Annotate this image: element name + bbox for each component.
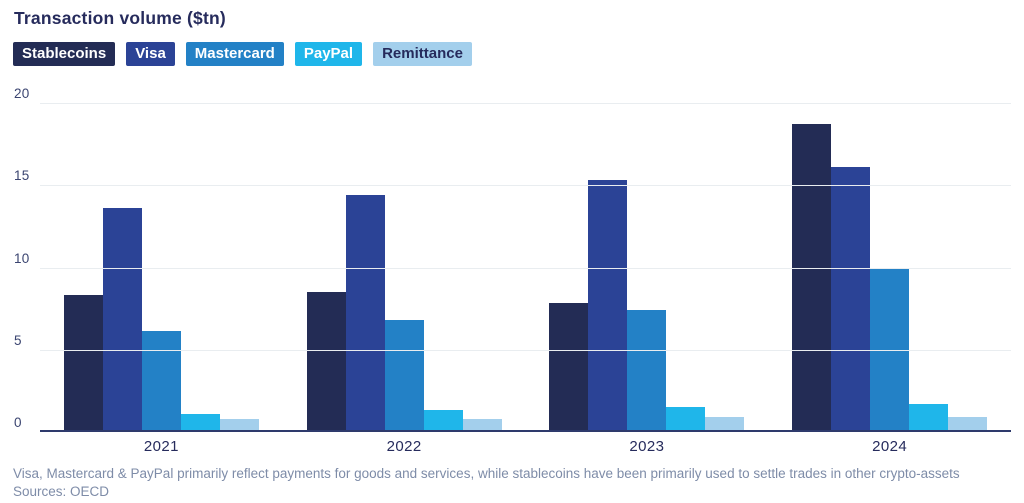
bar-visa-2024 [831, 166, 871, 430]
bar-remittance-2023 [705, 416, 745, 430]
bar-chart: 2021 2022 2023 2024 0 5 10 15 20 [0, 86, 1024, 455]
chart-legend: Stablecoins Visa Mastercard PayPal Remittanc… [13, 42, 1024, 66]
bar-visa-2023 [588, 179, 628, 430]
legend-item-mastercard[interactable]: Mastercard [185, 42, 284, 66]
bar-remittance-2021 [219, 418, 259, 430]
bar-paypal-2021 [180, 413, 220, 430]
y-axis-tick-20: 20 [14, 86, 30, 101]
x-axis-labels: 2021 2022 2023 2024 [40, 438, 1011, 455]
bar-mastercard-2022 [384, 319, 424, 430]
y-axis-tick-10: 10 [14, 250, 30, 266]
bar-paypal-2024 [909, 403, 949, 430]
x-axis-label-2021: 2021 [143, 438, 179, 455]
bar-mastercard-2024 [870, 268, 910, 430]
chart-title: Transaction volume ($tn) [14, 8, 226, 28]
bar-stablecoins-2024 [792, 124, 832, 430]
x-axis-label-2023: 2023 [629, 438, 665, 455]
bar-visa-2021 [102, 207, 142, 430]
bar-paypal-2023 [666, 406, 706, 430]
bar-remittance-2022 [462, 418, 502, 430]
bar-group-2021 [40, 103, 283, 430]
plot-area [40, 103, 1011, 432]
chart-footnote: Visa, Mastercard & PayPal primarily refl… [13, 466, 960, 481]
gridline-15 [40, 185, 1011, 187]
bar-visa-2022 [345, 194, 385, 430]
legend-item-visa[interactable]: Visa [126, 42, 175, 66]
y-axis-tick-15: 15 [14, 168, 30, 184]
legend-item-stablecoins[interactable]: Stablecoins [13, 42, 116, 66]
gridline-20 [40, 103, 1011, 104]
bar-stablecoins-2023 [549, 303, 589, 430]
chart-sources: Sources: OECD [13, 484, 110, 499]
gridline-10 [40, 267, 1011, 269]
legend-item-remittance[interactable]: Remittance [373, 42, 472, 66]
bar-stablecoins-2022 [306, 291, 346, 430]
x-axis-label-2024: 2024 [872, 438, 908, 455]
bar-mastercard-2021 [141, 331, 181, 430]
bar-group-2022 [283, 103, 526, 430]
bar-group-2024 [768, 103, 1011, 430]
bar-remittance-2024 [948, 416, 988, 430]
bar-stablecoins-2021 [63, 295, 103, 430]
bar-mastercard-2023 [627, 309, 667, 430]
bar-groups [40, 103, 1011, 430]
y-axis-tick-0: 0 [14, 415, 22, 430]
bar-paypal-2022 [423, 410, 463, 430]
legend-item-paypal[interactable]: PayPal [294, 42, 363, 66]
gridline-5 [40, 349, 1011, 351]
x-axis-label-2022: 2022 [386, 438, 422, 455]
y-axis-tick-5: 5 [14, 332, 22, 348]
bar-group-2023 [526, 103, 769, 430]
